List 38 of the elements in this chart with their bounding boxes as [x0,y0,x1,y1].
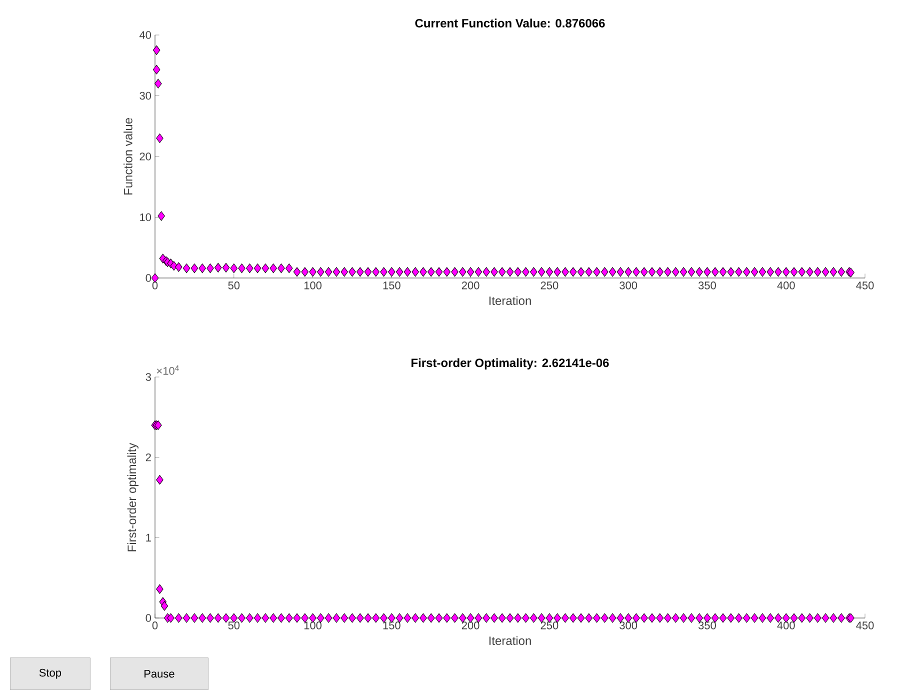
x-tick-label: 300 [620,622,638,630]
x-tick-label: 400 [777,622,795,630]
x-tick-label: 200 [462,282,480,290]
x-tick-label: 50 [228,282,240,290]
text: Stop [39,668,62,679]
x-tick-label: 150 [383,622,400,630]
x-tick-label: 350 [698,622,716,630]
y-axis-title: Function value [124,118,132,195]
x-tick-label: 50 [228,622,240,630]
y-axis-title: First-order optimality [127,442,138,552]
chart-title: Current Function Value: 0.876066 [415,18,605,28]
x-tick-label: 150 [383,282,400,290]
x-tick-label: 450 [856,622,874,630]
x-tick-label: 100 [304,622,322,630]
x-tick-label: 0 [152,282,158,290]
y-tick-label: 20 [140,152,152,160]
y-tick-label: 40 [139,31,152,39]
x-axis-title: Iteration [489,636,531,645]
x-tick-label: 100 [304,282,322,290]
x-tick-label: 450 [856,282,874,290]
y-tick-label: 0 [146,614,152,622]
text: Pause [144,670,174,678]
y-tick-label: 3 [146,373,151,381]
x-tick-label: 200 [462,622,480,630]
chart-title: First-order Optimality: 2.62141e-06 [412,358,609,370]
x-tick-label: 350 [698,282,716,290]
y-tick-label: 10 [140,213,152,222]
text: ×10$^{4}$ [156,365,179,375]
y-tick-label: 30 [140,92,152,100]
x-axis-title: Iteration [489,296,531,305]
y-tick-label: 1 [146,534,151,542]
x-tick-label: 400 [777,282,795,290]
x-tick-label: 250 [540,622,558,630]
x-tick-label: 250 [540,282,558,290]
y-tick-label: 2 [146,454,151,462]
y-tick-label: 0 [146,274,152,282]
x-tick-label: 0 [152,622,158,630]
x-tick-label: 300 [620,282,638,290]
